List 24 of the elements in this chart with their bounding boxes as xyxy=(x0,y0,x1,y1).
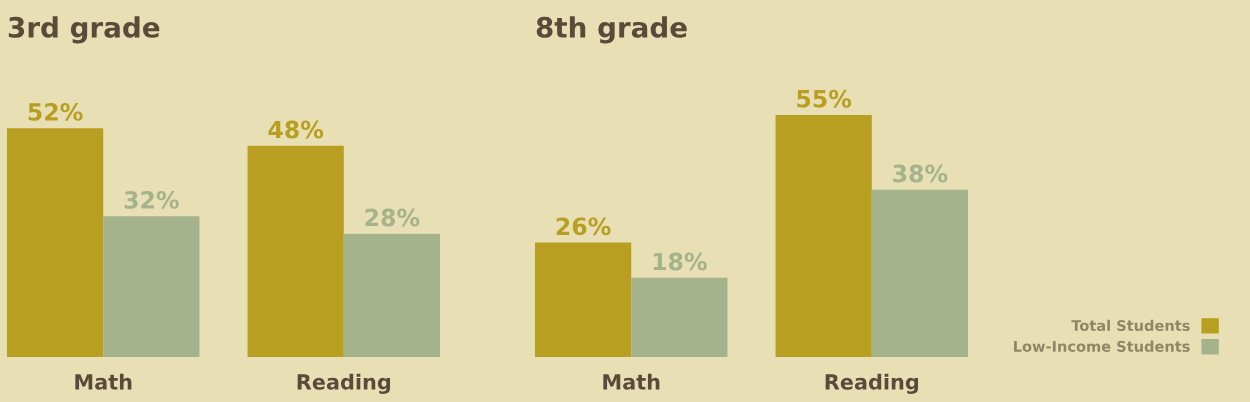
data-label: 52% xyxy=(28,102,83,121)
chart-title: 8th grade xyxy=(536,16,687,44)
data-label: 32% xyxy=(124,190,179,209)
chart-title: 3rd grade xyxy=(8,16,160,44)
data-label: 26% xyxy=(556,217,611,236)
bar xyxy=(535,242,632,357)
x-tick-label: Reading xyxy=(825,373,919,394)
bar xyxy=(343,233,440,357)
data-label: 28% xyxy=(365,208,420,227)
bar xyxy=(871,189,968,357)
bar xyxy=(103,216,200,357)
bar xyxy=(631,277,728,357)
x-tick-label: Math xyxy=(75,373,132,390)
x-tick-label: Reading xyxy=(297,373,391,394)
bar xyxy=(247,145,344,357)
bar xyxy=(775,115,872,357)
data-label: 18% xyxy=(653,252,707,271)
legend-label: Total Students xyxy=(1071,319,1190,332)
x-tick-label: Math xyxy=(603,373,660,390)
bar xyxy=(7,128,104,357)
legend-label: Low-Income Students xyxy=(1014,340,1190,352)
data-label: 55% xyxy=(797,89,852,108)
data-label: 38% xyxy=(893,164,948,183)
data-label: 48% xyxy=(268,120,324,139)
